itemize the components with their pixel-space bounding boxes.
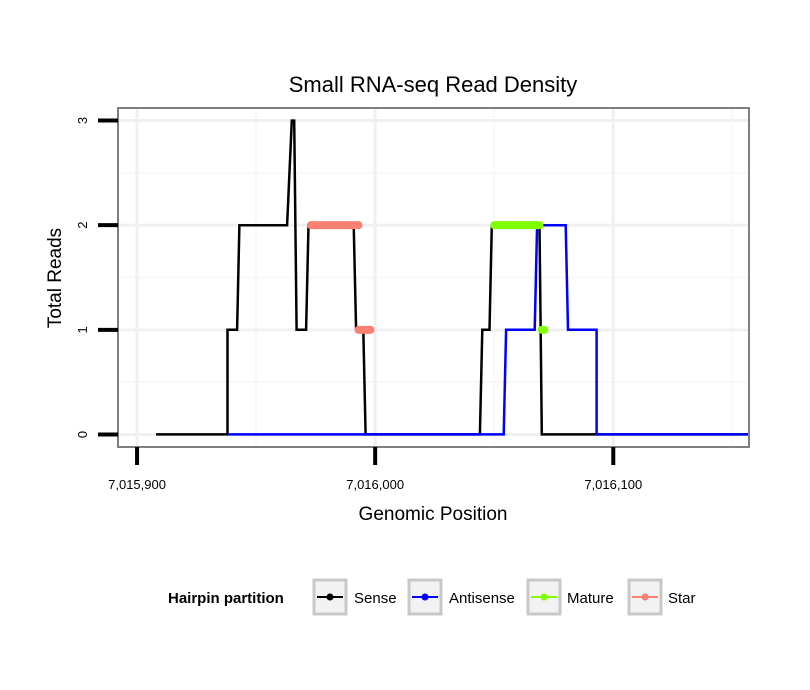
legend: Hairpin partition Sense Antisense Mature…: [168, 578, 696, 616]
legend-label-antisense: Antisense: [449, 590, 515, 607]
series-layer: [156, 119, 749, 436]
y-tick-label: 3: [75, 117, 90, 124]
legend-dot-star: [641, 593, 649, 601]
legend-label-star: Star: [668, 590, 696, 607]
y-axis-title: Total Reads: [45, 228, 66, 328]
legend-dot-sense: [326, 593, 334, 601]
grid: [118, 108, 749, 447]
legend-dot-mature: [540, 593, 548, 601]
plot-border: [117, 107, 750, 448]
x-tick-label: 7,015,900: [108, 477, 166, 492]
legend-label-mature: Mature: [567, 590, 614, 607]
y-tick-label: 0: [75, 431, 90, 438]
x-tick-label: 7,016,000: [346, 477, 404, 492]
legend-title: Hairpin partition: [168, 590, 284, 607]
x-axis-title: Genomic Position: [359, 504, 508, 525]
y-tick-label: 2: [75, 222, 90, 229]
legend-label-sense: Sense: [354, 590, 397, 607]
legend-dot-antisense: [421, 593, 429, 601]
chart-title: Small RNA-seq Read Density: [289, 72, 578, 97]
series-line-antisense: [227, 223, 749, 436]
axes: 0 1 2 3 7,015,900 7,016,000 7,016,100: [75, 117, 642, 492]
x-tick-label: 7,016,100: [584, 477, 642, 492]
y-tick-label: 1: [75, 326, 90, 333]
